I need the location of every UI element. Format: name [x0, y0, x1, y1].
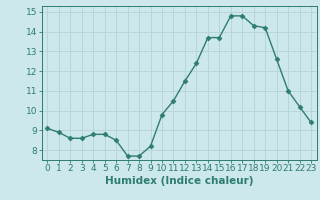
- X-axis label: Humidex (Indice chaleur): Humidex (Indice chaleur): [105, 176, 253, 186]
